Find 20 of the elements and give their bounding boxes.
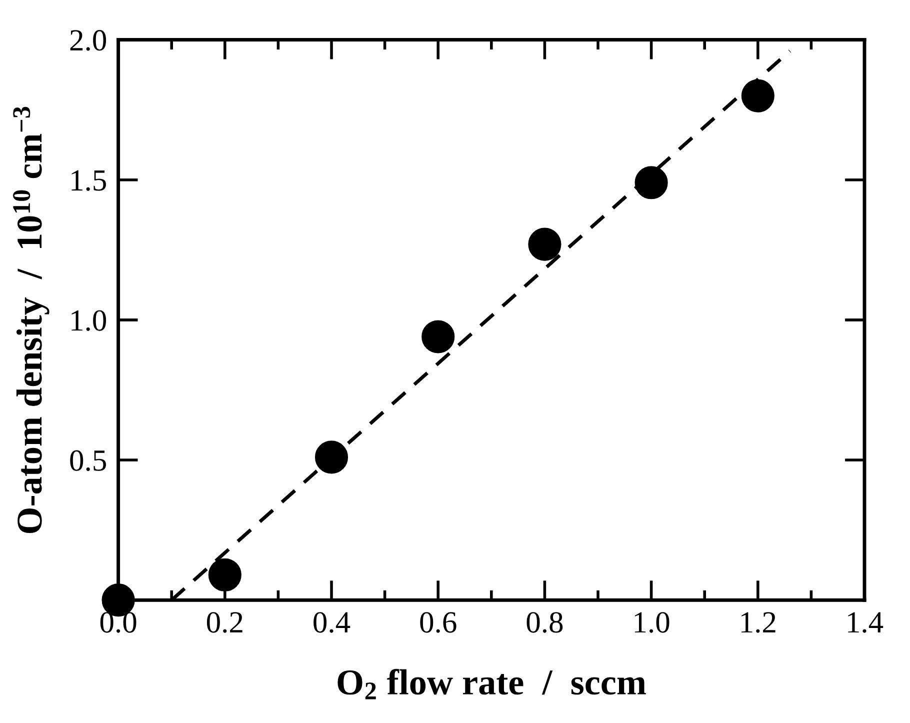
x-tick-label: 0.4 <box>314 612 350 633</box>
x-tick-label: 1.2 <box>741 612 776 633</box>
x-tick-label: 1.4 <box>848 612 884 633</box>
point <box>422 320 455 354</box>
y-tick-label: 1.0 <box>72 310 106 331</box>
x-tick-label: 1.0 <box>634 612 670 633</box>
y-axis-title: O-atom density / 10$^{10}$ cm$^{−3}$ <box>13 106 50 534</box>
point <box>741 79 774 112</box>
point <box>634 166 668 200</box>
x-tick-label: 0.2 <box>206 612 242 633</box>
y-tick-label: 2.0 <box>70 30 106 51</box>
x-tick-label: 0.6 <box>420 612 456 633</box>
y-tick-label: 1.5 <box>72 170 106 191</box>
x-tick-label: 0.0 <box>100 612 136 633</box>
y-tick-label: 0.5 <box>70 450 106 472</box>
x-tick-label: 0.8 <box>526 612 563 633</box>
x-axis-title: O$_{2}$ flow rate / sccm <box>338 668 646 700</box>
point <box>314 440 348 474</box>
point <box>208 558 242 592</box>
point <box>528 228 562 261</box>
